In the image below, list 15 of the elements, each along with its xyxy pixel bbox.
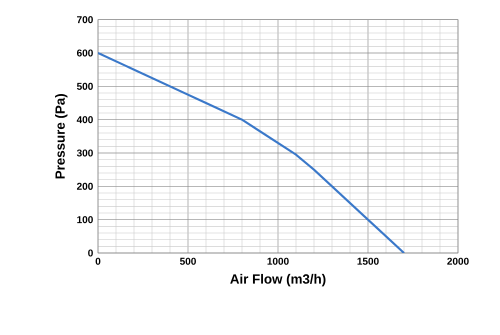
y-tick-label: 100 bbox=[77, 216, 93, 224]
y-axis-title: Pressure (Pa) bbox=[55, 94, 68, 178]
y-tick-label: 200 bbox=[76, 182, 93, 190]
x-tick-label: 0 bbox=[96, 258, 100, 265]
x-axis-title: Air Flow (m3/h) bbox=[230, 274, 326, 286]
x-tick-label: 1500 bbox=[358, 258, 379, 265]
y-tick-label: 700 bbox=[77, 16, 93, 24]
x-tick-label: 1000 bbox=[268, 258, 289, 265]
x-tick-label: 500 bbox=[180, 258, 196, 265]
y-tick-label: 300 bbox=[76, 149, 93, 157]
x-tick-label: 2000 bbox=[447, 258, 469, 265]
y-tick-label: 600 bbox=[76, 49, 93, 57]
y-tick-label: 400 bbox=[76, 116, 93, 124]
y-tick-label: 0 bbox=[88, 249, 93, 257]
y-tick-label: 500 bbox=[76, 82, 93, 90]
